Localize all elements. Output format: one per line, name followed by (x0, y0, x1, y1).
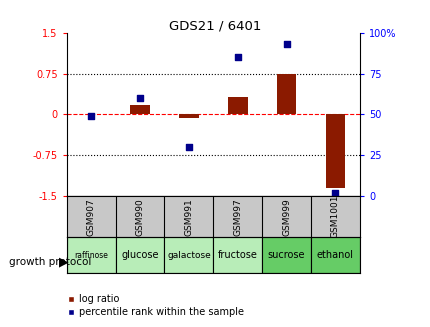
Text: GSM990: GSM990 (135, 198, 144, 235)
Bar (261, 237, 310, 273)
Text: fructose: fructose (217, 250, 257, 260)
Bar (115, 237, 164, 273)
Point (88, 113, 95, 119)
Text: GSM997: GSM997 (233, 198, 242, 235)
Text: sucrose: sucrose (267, 250, 305, 260)
Text: ▶: ▶ (59, 255, 68, 268)
Text: glucose: glucose (121, 250, 159, 260)
Text: GSM999: GSM999 (282, 198, 290, 235)
Bar (276, 74, 296, 114)
Point (234, 55, 241, 60)
Text: GSM991: GSM991 (184, 198, 193, 235)
Bar (164, 237, 213, 273)
Point (331, 190, 338, 196)
Text: galactose: galactose (167, 250, 210, 260)
Bar (325, 114, 344, 188)
Text: GDS21 / 6401: GDS21 / 6401 (169, 20, 261, 33)
Bar (227, 97, 247, 114)
Bar (179, 114, 198, 118)
Text: raffinose: raffinose (74, 250, 108, 260)
Text: ethanol: ethanol (316, 250, 353, 260)
Point (185, 145, 192, 150)
Point (136, 95, 143, 101)
Legend: log ratio, percentile rank within the sample: log ratio, percentile rank within the sa… (65, 292, 245, 319)
Point (283, 42, 289, 47)
Text: GSM907: GSM907 (86, 198, 95, 235)
Text: growth protocol: growth protocol (9, 257, 91, 267)
Bar (310, 237, 359, 273)
Text: GSM1001: GSM1001 (330, 195, 339, 238)
Bar (130, 105, 150, 114)
Bar (213, 237, 261, 273)
Bar (67, 237, 115, 273)
